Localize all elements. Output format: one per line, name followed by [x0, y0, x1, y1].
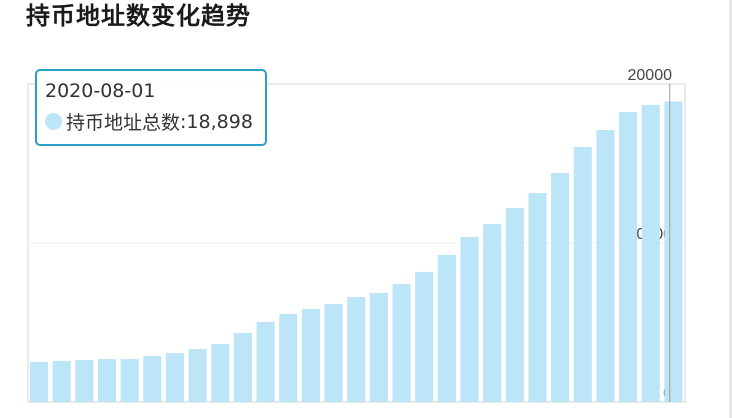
bar [165, 353, 185, 402]
bar [301, 308, 320, 402]
bar [573, 146, 592, 402]
bar [641, 104, 660, 402]
tooltip: 2020-08-01 持币地址总数:18,898 [35, 69, 267, 146]
bar [97, 359, 117, 402]
bar [505, 208, 524, 402]
tooltip-date: 2020-08-01 [45, 80, 156, 102]
bar [369, 292, 388, 402]
bar [551, 173, 570, 402]
bar [143, 356, 162, 402]
tooltip-series-label: 持币地址总数 [66, 112, 181, 134]
bar [279, 314, 298, 402]
bar [75, 360, 94, 402]
bar [347, 297, 366, 402]
bar [437, 254, 456, 402]
bar [392, 284, 411, 402]
bar [188, 349, 207, 402]
chart-title: 持币地址数变化趋势 [26, 2, 251, 30]
bar [415, 271, 434, 402]
bar [233, 332, 253, 402]
bar [664, 101, 683, 403]
bar [30, 361, 49, 402]
bar [619, 111, 638, 402]
tooltip-value: 18,898 [186, 110, 253, 133]
bar [528, 193, 547, 402]
bar [211, 343, 230, 402]
tooltip-sep: : [180, 110, 187, 133]
bar [460, 236, 479, 402]
bar [120, 359, 139, 402]
y-tick-label: 20000 [628, 67, 673, 84]
bar [52, 360, 71, 402]
bar [596, 129, 615, 403]
bar [483, 224, 502, 402]
series-marker-icon [45, 113, 62, 130]
bar [324, 304, 343, 402]
bar [256, 322, 275, 402]
scrollbar[interactable] [729, 0, 732, 418]
